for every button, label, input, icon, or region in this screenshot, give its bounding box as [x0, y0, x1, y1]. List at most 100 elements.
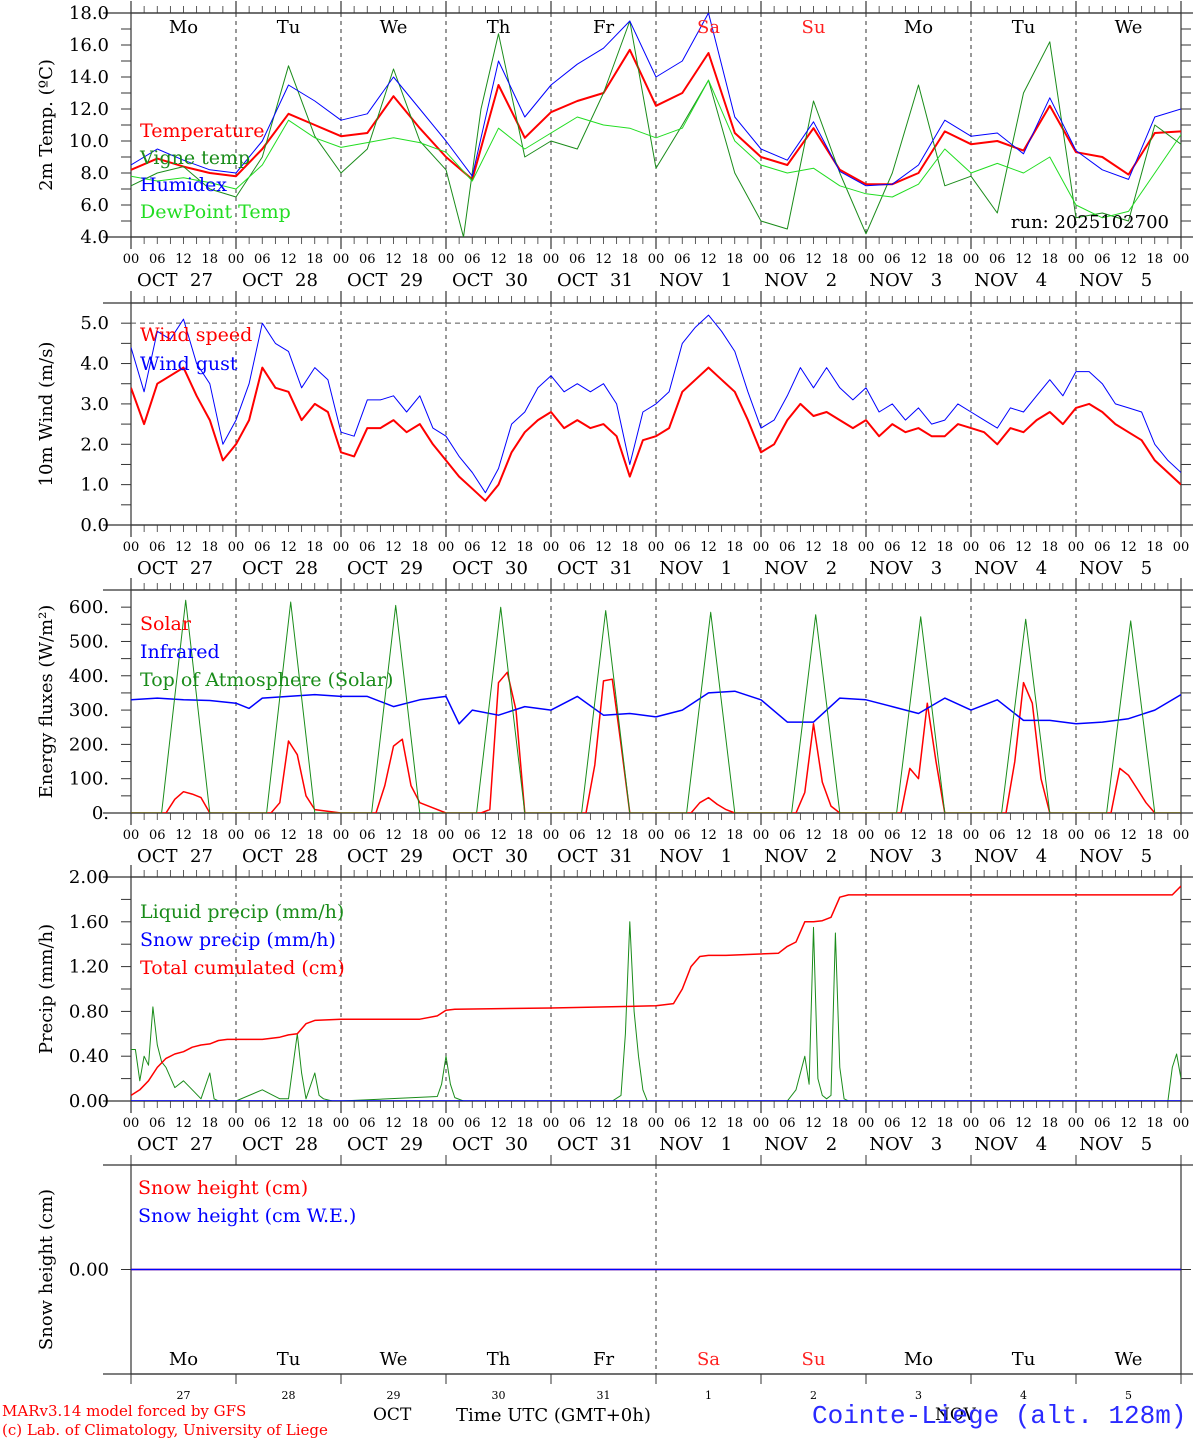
panel-snow: Mo 27 Tu 28 We 29 Th 30 Fr 31 Sa 1 Su 2 Mo 3 Tu 4 We 5 0.00 S…	[36, 1155, 1193, 1402]
date-day-label: 4	[1036, 1134, 1047, 1155]
weekday-label: We	[380, 1349, 408, 1370]
date-month-label: NOV	[764, 846, 808, 867]
weekday-label: Tu	[277, 17, 301, 38]
hour-tick-label: 06	[884, 252, 901, 267]
hour-tick-label: 00	[123, 828, 140, 843]
hour-tick-label: 00	[753, 540, 770, 555]
weekday-label: Sa	[697, 1349, 720, 1370]
hour-tick-label: 18	[1041, 1116, 1058, 1131]
hour-tick-label: 12	[805, 828, 822, 843]
date-day-label: 1	[705, 1389, 712, 1402]
date-month-label: NOV	[869, 270, 913, 291]
hour-tick-label: 12	[1015, 1116, 1032, 1131]
hour-tick-label: 06	[254, 540, 271, 555]
series-group	[131, 599, 1181, 813]
panel-precip: 00 06 12 18 00 06 12 18 00 06 12 18 00 06 12 18 00 06 12 18…	[36, 865, 1193, 1155]
date-month-label: NOV	[869, 846, 913, 867]
date-day-label: 2	[826, 846, 837, 867]
date-day-label: 3	[931, 558, 942, 579]
date-month-label: OCT	[452, 1134, 493, 1155]
y-tick-label: 0.80	[69, 1001, 109, 1022]
series-line-infrared	[131, 690, 1181, 725]
date-month-label: OCT	[452, 846, 493, 867]
hour-tick-label: 18	[831, 540, 848, 555]
hour-tick-label: 06	[359, 828, 376, 843]
y-tick-label: 0.0	[80, 515, 109, 536]
hour-tick-label: 12	[490, 540, 507, 555]
date-day-label: 29	[400, 846, 423, 867]
date-day-label: 2	[810, 1389, 817, 1402]
hour-tick-label: 00	[228, 540, 245, 555]
hour-tick-label: 18	[516, 540, 533, 555]
hour-tick-label: 06	[359, 540, 376, 555]
panel-temp: 00 06 12 18 00 06 12 18 00 06 12 18 00 06 12 18 00 06 12 18…	[36, 1, 1193, 291]
station-title: Cointe-Liege (alt. 128m)	[812, 1401, 1187, 1431]
date-day-label: 31	[610, 270, 633, 291]
hour-tick-label: 00	[858, 828, 875, 843]
legend-entry: Vigne temp	[139, 147, 250, 169]
footer-model: MARv3.14 model forced by GFS	[2, 1402, 247, 1420]
hour-tick-label: 00	[543, 1116, 560, 1131]
hour-tick-label: 12	[1015, 828, 1032, 843]
hour-tick-label: 06	[464, 1116, 481, 1131]
y-tick-label: 100.	[69, 769, 109, 790]
hour-tick-label: 00	[858, 1116, 875, 1131]
legend-entry: Snow precip (mm/h)	[140, 929, 336, 951]
hour-tick-label: 18	[516, 828, 533, 843]
legend-entry: Wind speed	[140, 324, 252, 346]
hour-tick-label: 00	[228, 252, 245, 267]
weekday-label: Tu	[1012, 1349, 1036, 1370]
hour-tick-label: 00	[333, 252, 350, 267]
series-group	[131, 13, 1181, 237]
hour-tick-label: 12	[805, 1116, 822, 1131]
date-day-label: 30	[492, 1389, 506, 1402]
series-line-total-cumulated-cm	[131, 885, 1181, 1097]
hour-tick-label: 18	[726, 1116, 743, 1131]
date-month-label: OCT	[347, 846, 388, 867]
date-month-label: NOV	[659, 270, 703, 291]
hour-tick-label: 00	[228, 828, 245, 843]
legend-entry: Snow height (cm)	[138, 1177, 308, 1199]
date-month-label: OCT	[557, 270, 598, 291]
hour-tick-label: 18	[306, 1116, 323, 1131]
hour-tick-label: 12	[280, 252, 297, 267]
y-tick-label: 1.60	[69, 912, 109, 933]
series-line-dewpoint-temp	[131, 79, 1181, 219]
hour-tick-label: 12	[595, 540, 612, 555]
weekday-label: Fr	[593, 17, 614, 38]
date-day-label: 30	[505, 270, 528, 291]
date-day-label: 31	[610, 558, 633, 579]
date-day-label: 5	[1141, 1134, 1152, 1155]
y-tick-label: 500.	[69, 631, 109, 652]
series-group	[131, 885, 1181, 1101]
date-day-label: 27	[190, 1134, 213, 1155]
hour-tick-label: 00	[1068, 828, 1085, 843]
hour-tick-label: 00	[123, 252, 140, 267]
series-line-solar	[131, 671, 1181, 813]
hour-tick-label: 18	[726, 828, 743, 843]
hour-tick-label: 12	[280, 828, 297, 843]
hour-tick-label: 18	[516, 1116, 533, 1131]
hour-tick-label: 00	[1173, 1116, 1190, 1131]
date-day-label: 28	[282, 1389, 296, 1402]
footer-oct-label: OCT	[373, 1405, 412, 1425]
hour-tick-label: 12	[385, 252, 402, 267]
hour-tick-label: 06	[989, 1116, 1006, 1131]
hour-tick-label: 12	[1120, 828, 1137, 843]
hour-tick-label: 00	[963, 828, 980, 843]
date-month-label: NOV	[869, 558, 913, 579]
hour-tick-label: 12	[595, 252, 612, 267]
date-month-label: NOV	[764, 558, 808, 579]
date-day-label: 30	[505, 846, 528, 867]
weekday-label: Fr	[593, 1349, 614, 1370]
hour-tick-label: 12	[1015, 540, 1032, 555]
date-day-label: 1	[721, 558, 732, 579]
hour-tick-label: 00	[543, 540, 560, 555]
hour-tick-label: 12	[1015, 252, 1032, 267]
date-day-label: 1	[721, 1134, 732, 1155]
hour-tick-label: 12	[595, 1116, 612, 1131]
legend-entry: Temperature	[140, 120, 264, 142]
date-month-label: OCT	[242, 558, 283, 579]
hour-tick-label: 06	[1094, 540, 1111, 555]
